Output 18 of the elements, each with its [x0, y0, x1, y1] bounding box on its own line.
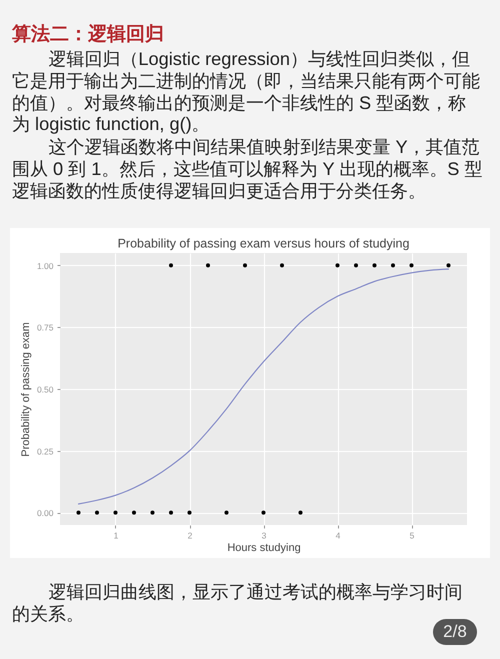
text: 算法二：逻辑回归 [12, 24, 164, 46]
x-tick-label: 1 [114, 530, 119, 540]
y-axis-title: Probability of passing exam [20, 322, 32, 457]
chart-title: Probability of passing exam versus hours of studying [118, 236, 410, 250]
x-tick-label: 2 [188, 530, 193, 540]
y-tick-label: 0.25 [36, 446, 54, 456]
x-axis-title: Hours studying [227, 542, 301, 554]
x-tick-label: 3 [262, 530, 267, 540]
text: 逻辑回归（Logistic regression）与线性回归类似，但它是用于输出为二进制的情况（即，当结果只能有两个可能的值）。对最终输出的预测是一个非线性的 S 型函数，称为 logistic function, g()。 [12, 49, 481, 136]
x-tick-label: 4 [336, 530, 341, 540]
y-tick-label: 1.00 [36, 260, 54, 271]
y-tick-label: 0.00 [36, 508, 54, 518]
rounded-badge: 2/8 [433, 619, 477, 645]
x-tick-label: 5 [410, 530, 415, 540]
y-tick-label: 0.50 [36, 384, 54, 394]
line-series [78, 268, 450, 505]
y-tick-label: 0.75 [36, 322, 54, 333]
text: 这个逻辑函数将中间结果值映射到结果变量 Y，其值范围从 0 到 1。然后，这些值可以解释为 Y 出现的概率。S 型逻辑函数的性质使得逻辑回归更适合用于分类任务。 [12, 137, 483, 203]
